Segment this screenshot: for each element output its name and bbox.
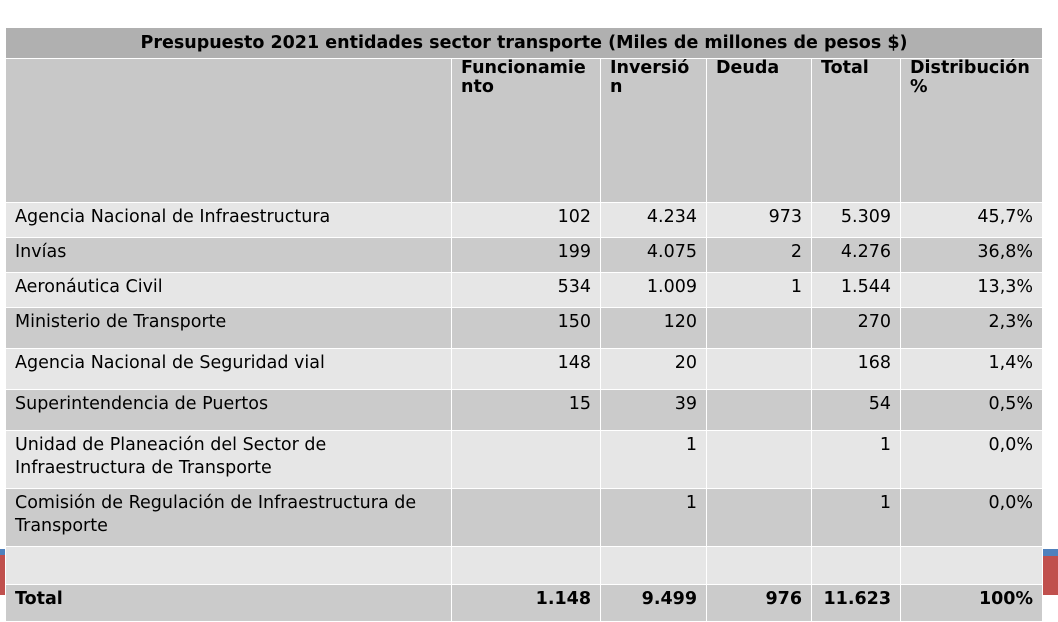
total-funcionamiento: 1.148 [451,584,601,622]
table-row: Agencia Nacional de Infraestructura 102 … [5,202,1044,238]
entity-name: Comisión de Regulación de Infraestructur… [5,488,452,547]
header-distribucion: Distribución % [899,58,1044,203]
accent-stripe [0,549,6,555]
deuda-value [706,430,812,489]
table-row: Superintendencia de Puertos 15 39 54 0,5… [5,389,1044,431]
distribucion-value: 1,4% [899,348,1044,390]
total-deuda: 976 [706,584,812,622]
total-value: 4.276 [811,237,901,273]
deuda-value: 1 [706,272,812,308]
empty-cell [811,546,901,585]
entity-name: Unidad de Planeación del Sector de Infra… [5,430,452,489]
header-inversion: Inversión [600,58,707,203]
table-row: Comisión de Regulación de Infraestructur… [5,488,1044,547]
empty-cell [451,546,601,585]
total-value: 1 [811,430,901,489]
total-value: 168 [811,348,901,390]
inversion-value: 4.075 [600,237,707,273]
entity-name: Agencia Nacional de Seguridad vial [5,348,452,390]
slide-accent-right [1042,549,1058,595]
empty-cell [899,546,1044,585]
total-value: 270 [811,307,901,349]
budget-table: Presupuesto 2021 entidades sector transp… [4,27,1044,622]
distribucion-value: 45,7% [899,202,1044,238]
table-row: Ministerio de Transporte 150 120 270 2,3… [5,307,1044,349]
accent-stripe [1042,549,1058,556]
inversion-value: 39 [600,389,707,431]
deuda-value [706,307,812,349]
funcionamiento-value: 199 [451,237,601,273]
table-row: Unidad de Planeación del Sector de Infra… [5,430,1044,489]
total-total: 11.623 [811,584,901,622]
empty-cell [5,546,452,585]
table-title-row: Presupuesto 2021 entidades sector transp… [4,27,1044,59]
distribucion-value: 2,3% [899,307,1044,349]
deuda-value [706,348,812,390]
table-title: Presupuesto 2021 entidades sector transp… [4,27,1044,59]
inversion-value: 1 [600,430,707,489]
total-value: 54 [811,389,901,431]
header-entity [5,58,452,203]
header-total: Total [811,58,901,203]
empty-cell [706,546,812,585]
inversion-value: 120 [600,307,707,349]
inversion-value: 1.009 [600,272,707,308]
total-inversion: 9.499 [600,584,707,622]
inversion-value: 1 [600,488,707,547]
distribucion-value: 0,0% [899,488,1044,547]
deuda-value: 973 [706,202,812,238]
entity-name: Superintendencia de Puertos [5,389,452,431]
entity-name: Ministerio de Transporte [5,307,452,349]
total-value: 1 [811,488,901,547]
empty-cell [600,546,707,585]
table-row: Invías 199 4.075 2 4.276 36,8% [5,237,1044,273]
funcionamiento-value: 15 [451,389,601,431]
deuda-value: 2 [706,237,812,273]
slide-accent-left [0,549,6,595]
distribucion-value: 0,5% [899,389,1044,431]
funcionamiento-value: 102 [451,202,601,238]
distribucion-value: 0,0% [899,430,1044,489]
distribucion-value: 36,8% [899,237,1044,273]
total-row: Total 1.148 9.499 976 11.623 100% [5,584,1044,622]
inversion-value: 20 [600,348,707,390]
funcionamiento-value: 148 [451,348,601,390]
entity-name: Invías [5,237,452,273]
total-distribucion: 100% [899,584,1044,622]
distribucion-value: 13,3% [899,272,1044,308]
deuda-value [706,389,812,431]
funcionamiento-value [451,430,601,489]
table-row: Aeronáutica Civil 534 1.009 1 1.544 13,3… [5,272,1044,308]
table-row: Agencia Nacional de Seguridad vial 148 2… [5,348,1044,390]
funcionamiento-value: 150 [451,307,601,349]
table-spacer-row [5,546,1044,585]
deuda-value [706,488,812,547]
total-value: 5.309 [811,202,901,238]
total-label: Total [5,584,452,622]
total-value: 1.544 [811,272,901,308]
entity-name: Agencia Nacional de Infraestructura [5,202,452,238]
header-funcionamiento: Funcionamiento [451,58,601,203]
column-header-row: Funcionamiento Inversión Deuda Total Dis… [5,58,1044,203]
funcionamiento-value: 534 [451,272,601,308]
entity-name: Aeronáutica Civil [5,272,452,308]
inversion-value: 4.234 [600,202,707,238]
header-deuda: Deuda [706,58,812,203]
funcionamiento-value [451,488,601,547]
